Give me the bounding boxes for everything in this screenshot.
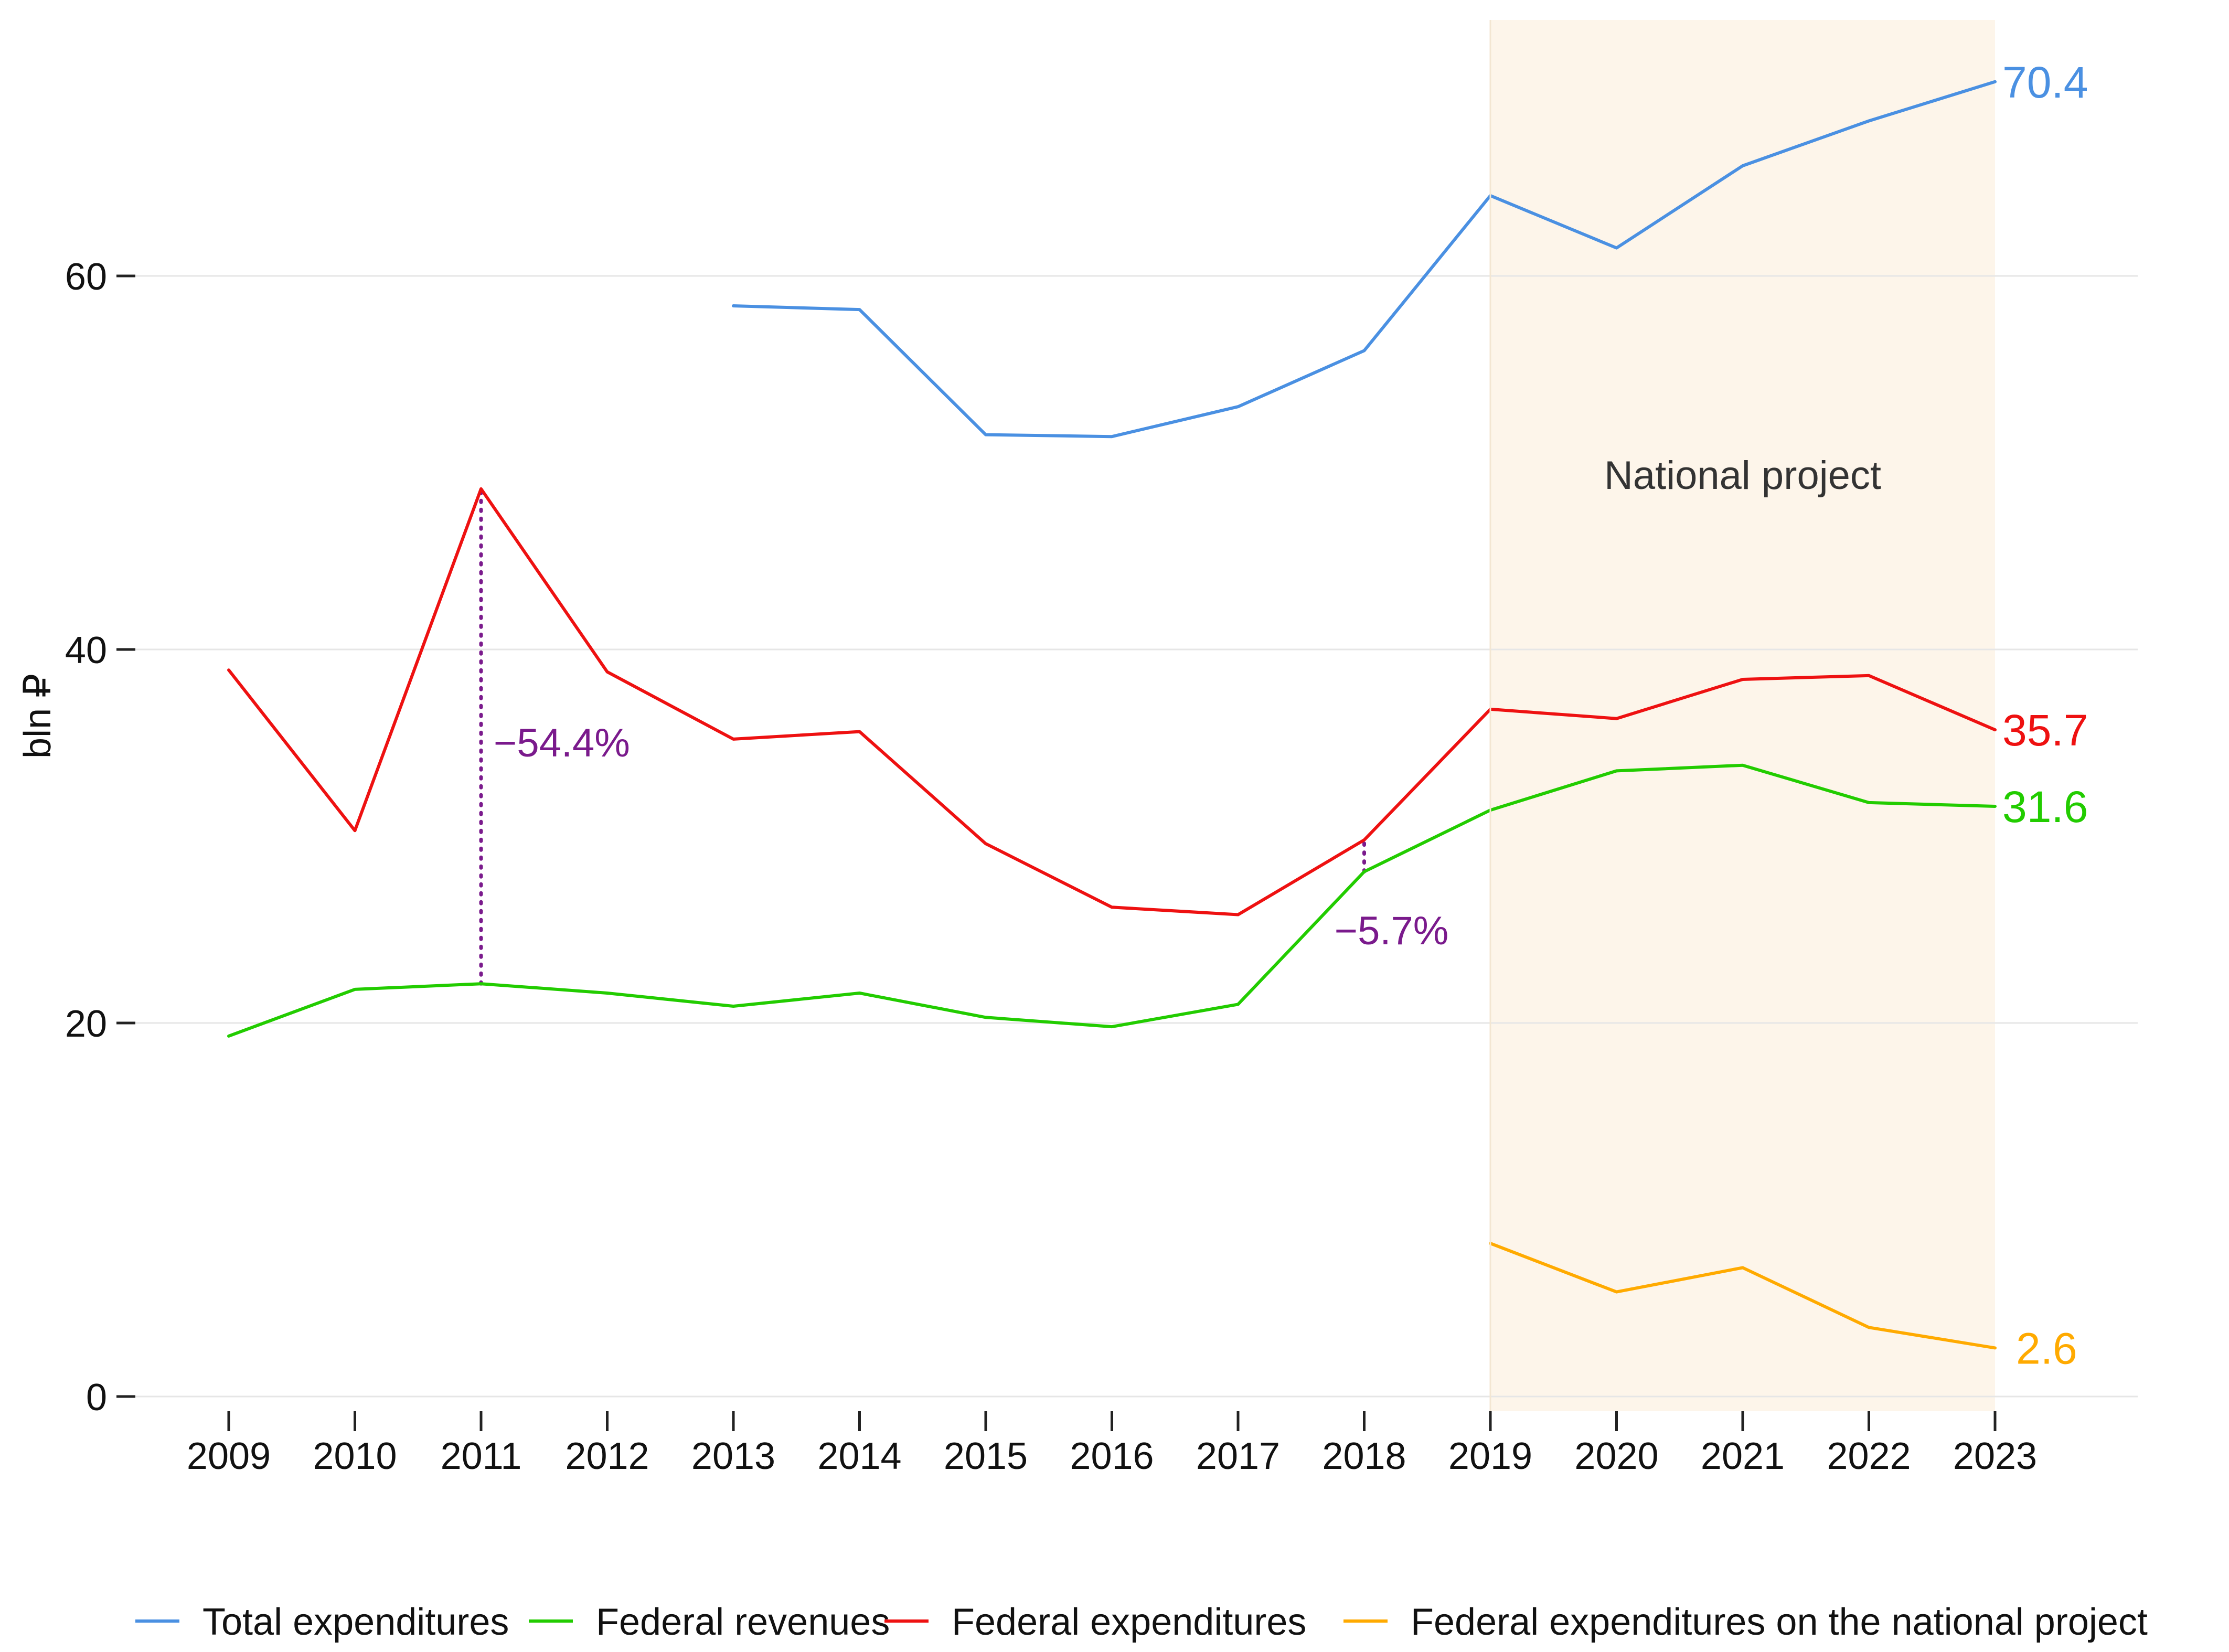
end-label: 35.7: [2002, 706, 2088, 755]
x-tick-label: 2021: [1701, 1435, 1785, 1477]
gap-label: −5.7%: [1335, 909, 1449, 953]
series-line-2: [227, 487, 1997, 916]
y-tick-label: 60: [65, 256, 107, 298]
x-tick-label: 2010: [313, 1435, 397, 1477]
gap-label: −54.4%: [494, 721, 630, 765]
x-tick-label: 2012: [565, 1435, 649, 1477]
y-tick-label: 20: [65, 1003, 107, 1045]
x-tick-label: 2013: [691, 1435, 775, 1477]
legend-item-label: Federal revenues: [596, 1601, 890, 1643]
x-tick-label: 2014: [817, 1435, 901, 1477]
end-label: 70.4: [2002, 58, 2088, 107]
annotations: −54.4% −5.7%: [479, 487, 1449, 986]
legend: Total expenditures Federal revenues Federa…: [135, 1601, 2148, 1643]
end-label: 2.6: [2016, 1324, 2077, 1373]
series-lines: [227, 80, 1997, 1350]
x-tick-label: 2009: [187, 1435, 271, 1477]
y-tick-label: 0: [86, 1377, 107, 1419]
legend-item-label: Total expenditures: [202, 1601, 509, 1643]
y-axis: 0 20 40 60: [65, 256, 135, 1419]
x-tick-label: 2017: [1196, 1435, 1280, 1477]
series-line-0: [732, 80, 1997, 439]
x-tick-label: 2023: [1953, 1435, 2037, 1477]
series-line-3: [1489, 1242, 1997, 1350]
x-tick-label: 2018: [1322, 1435, 1406, 1477]
end-label: 31.6: [2002, 782, 2088, 832]
x-tick-label: 2020: [1574, 1435, 1658, 1477]
x-tick-label: 2016: [1070, 1435, 1154, 1477]
x-tick-label: 2019: [1448, 1435, 1532, 1477]
x-tick-label: 2022: [1827, 1435, 1911, 1477]
series-line-1: [227, 763, 1997, 1038]
national-project-label: National project: [1604, 453, 1881, 498]
x-tick-label: 2015: [944, 1435, 1028, 1477]
legend-item-label: Federal expenditures on the national pro…: [1411, 1601, 2148, 1643]
x-tick-label: 2011: [441, 1435, 522, 1477]
x-axis: 2009 2010 2011 2012 2013 2014 2015 2016 2017 2018…: [187, 1411, 2037, 1477]
end-labels: 70.4 31.6 35.7 2.6: [2002, 58, 2088, 1373]
y-tick-label: 40: [65, 630, 107, 672]
y-axis-label: bln ₽: [17, 674, 59, 759]
legend-item-label: Federal expenditures: [952, 1601, 1306, 1643]
